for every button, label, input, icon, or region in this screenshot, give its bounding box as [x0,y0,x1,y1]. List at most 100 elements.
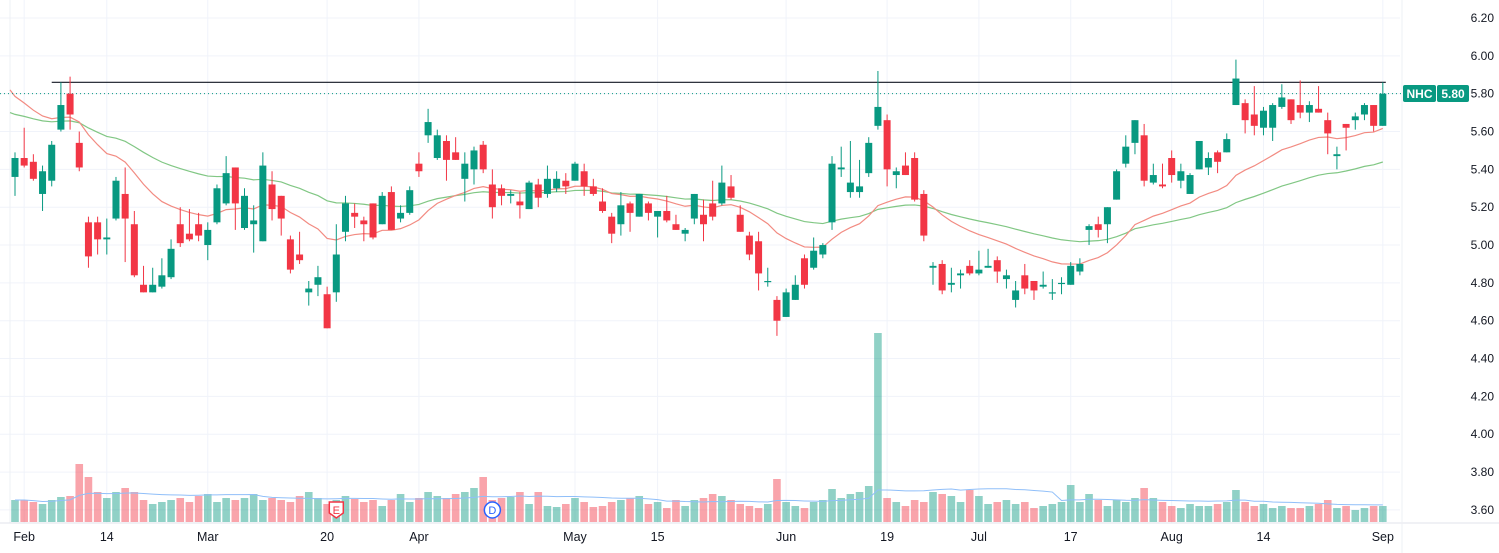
time-axis[interactable]: Feb 14 Mar 20 Apr May 15 Jun 19 Jul 17 Aug 14 Sep [13,530,1394,544]
volume-bar [103,498,111,522]
volume-bar [1085,494,1093,522]
price-axis[interactable]: 6.20 6.00 5.80 5.60 5.40 5.20 5.00 4.80 4.60 4.40… [1471,11,1495,517]
candle-body [1140,135,1148,181]
candle [369,203,377,240]
candle-body [369,203,377,238]
candle-body [727,186,735,198]
volume-bar [910,500,919,522]
candle [1195,140,1203,170]
candle-body [103,237,111,240]
earnings-marker[interactable]: E [328,501,345,519]
candle-body [700,214,707,225]
candle-body [222,173,230,204]
volume-bar [506,497,515,522]
candle [406,186,414,215]
volume-bar [516,492,524,522]
volume-bar [1066,485,1075,522]
volume-bar [699,498,708,522]
candle-body [1250,114,1258,126]
candle-body [800,258,808,285]
candle [488,169,496,219]
candle-body [452,152,460,160]
volume-bar [552,507,561,522]
candle [791,275,799,300]
volume-bar [1360,508,1369,522]
volume-bar [1158,502,1167,522]
candle [130,210,138,278]
volume-bar [920,502,928,522]
candle [1204,152,1212,176]
candle [929,262,937,285]
candle [736,205,744,232]
volume-bar [84,477,93,522]
volume-bar [1076,502,1084,522]
time-tick-label: Sep [1372,530,1394,544]
candle-body [1278,97,1286,107]
volume-bar [644,504,653,522]
volume-bar [883,498,891,522]
volume-bar [249,494,258,522]
candle-body [1296,105,1304,113]
badge-symbol-bg [1403,85,1436,102]
candle [1168,150,1176,183]
price-tick-label: 4.60 [1471,314,1495,328]
candle [360,216,368,242]
candle [1379,82,1387,126]
candle-body [1168,158,1176,176]
candle [103,218,111,255]
candle-body [341,203,349,232]
time-tick-label: 14 [100,530,114,544]
volume-bars [11,333,1387,522]
candle [874,70,882,130]
volume-bar [690,500,699,522]
candle [571,161,579,181]
candle [1241,99,1249,134]
candle-body [1342,123,1350,128]
candle [286,235,294,274]
volume-bar [497,498,506,522]
candle [332,224,340,302]
candle [204,222,212,261]
volume-bar [1268,508,1277,522]
candle [892,167,900,189]
candle-body [140,284,148,293]
candle [1159,163,1166,189]
candle-body [553,178,561,189]
candle-body [571,163,579,181]
candle-body [387,192,395,230]
candle-body [773,299,781,321]
volume-bar [1342,506,1350,522]
candle [681,228,689,242]
candle-body [1259,110,1267,128]
candle-body [204,229,212,246]
volume-bar [1250,506,1259,522]
volume-bar [57,497,65,522]
candle-body [654,210,662,217]
candle-body [507,193,515,196]
price-tick-label: 5.00 [1471,238,1495,252]
volume-bar [1048,504,1057,522]
volume-bar [1121,502,1130,522]
candle-body [167,248,175,278]
candle [213,184,221,225]
candle [195,212,203,242]
candle [397,205,405,223]
candle-body [268,184,276,210]
candle-body [296,254,304,261]
time-tick-label: Jul [971,530,987,544]
price-tick-label: 6.20 [1471,11,1495,25]
candle-body [690,193,698,219]
candle-body [874,106,882,126]
candle [800,254,808,289]
volume-bar [1057,502,1066,522]
volume-bar [461,492,469,522]
candle [1214,150,1222,174]
candle-body [314,277,322,285]
price-tick-label: 4.00 [1471,427,1495,441]
candle-body [1315,108,1323,113]
volume-bar [975,496,983,522]
dividend-marker[interactable]: D [483,501,502,519]
volume-bar [1011,504,1020,522]
volume-bar [1039,506,1047,522]
